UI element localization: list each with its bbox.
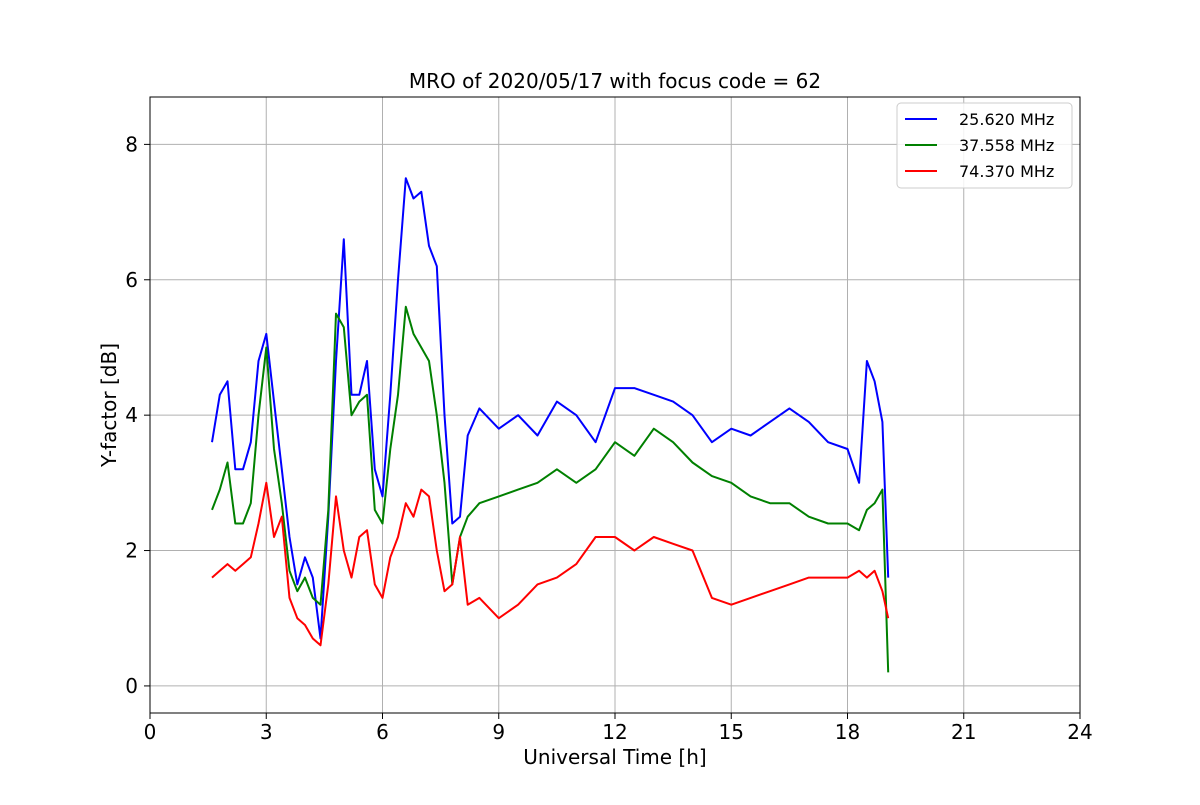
y-tick-label: 4 [125,403,138,427]
x-tick-label: 15 [719,720,744,744]
x-tick-label: 9 [492,720,505,744]
x-tick-label: 12 [602,720,627,744]
y-axis-label: Y-factor [dB] [97,343,121,468]
x-tick-label: 24 [1067,720,1092,744]
x-tick-label: 6 [376,720,389,744]
x-tick-label: 0 [144,720,157,744]
y-tick-label: 2 [125,539,138,563]
legend: 25.620 MHz 37.558 MHz 74.370 MHz [896,102,1073,189]
x-tick-label: 18 [835,720,860,744]
x-axis-label: Universal Time [h] [523,745,706,769]
legend-label: 74.370 MHz [959,162,1054,181]
x-tick-label: 3 [260,720,273,744]
series-line-1 [211,177,890,640]
legend-label: 25.620 MHz [959,110,1054,129]
y-tick-label: 6 [125,268,138,292]
legend-label: 37.558 MHz [959,136,1054,155]
y-tick-label: 8 [125,132,138,156]
chart-title: MRO of 2020/05/17 with focus code = 62 [409,69,821,93]
series-line-3 [211,481,890,647]
series-layer [211,177,890,673]
y-tick-label: 0 [125,674,138,698]
legend-box [896,102,1073,189]
series-line-2 [211,305,890,673]
x-tick-label: 21 [951,720,976,744]
